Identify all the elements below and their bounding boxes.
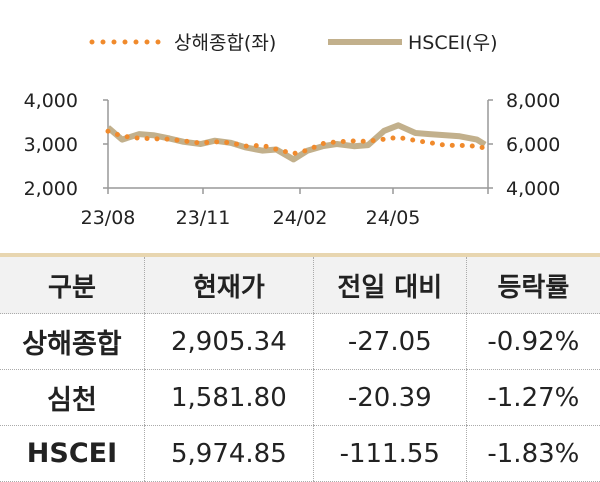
x-tick-label: 23/11 [176, 207, 231, 229]
cell-change: -27.05 [312, 313, 467, 370]
header-rate: 등락률 [465, 255, 600, 314]
legend-item-hscei: HSCEI(우) [328, 28, 498, 55]
dotted-line-swatch [89, 39, 164, 44]
hscei-line [106, 122, 487, 163]
left-tick-label: 2,000 [24, 178, 78, 200]
x-tick-label: 24/02 [273, 207, 328, 229]
solid-line-swatch [328, 38, 402, 45]
cell-rate: -0.92% [465, 313, 600, 370]
cell-change: -20.39 [312, 369, 467, 426]
left-tick-label: 3,000 [24, 134, 78, 156]
table-row: HSCEI 5,974.85 -111.55 -1.83% [0, 425, 600, 482]
x-tick-label: 23/08 [81, 207, 136, 229]
legend: 상해종합(좌) HSCEI(우) [0, 28, 600, 58]
table-row: 심천 1,581.80 -20.39 -1.27% [0, 369, 600, 426]
x-tick-label: 24/05 [366, 207, 421, 229]
table-row: 상해종합 2,905.34 -27.05 -0.92% [0, 313, 600, 370]
right-tick-label: 8,000 [506, 90, 560, 112]
header-category: 구분 [0, 255, 145, 314]
cell-price: 5,974.85 [143, 425, 314, 482]
cell-price: 1,581.80 [143, 369, 314, 426]
cell-name: 상해종합 [0, 313, 145, 370]
line-chart: 4,000 8,000 3,000 6,000 2,000 4,000 23/08 23/11… [24, 90, 561, 229]
index-table: 구분 현재가 전일 대비 등락률 상해종합 2,905.34 -27.05 -0… [0, 253, 600, 482]
cell-rate: -1.27% [465, 369, 600, 426]
legend-item-shanghai: 상해종합(좌) [88, 28, 276, 55]
cell-rate: -1.83% [465, 425, 600, 482]
header-price: 현재가 [143, 255, 314, 314]
right-tick-label: 4,000 [506, 178, 560, 200]
right-tick-label: 6,000 [506, 134, 560, 156]
table-header-row: 구분 현재가 전일 대비 등락률 [0, 255, 600, 314]
cell-change: -111.55 [312, 425, 467, 482]
header-change: 전일 대비 [312, 255, 467, 314]
cell-name: HSCEI [0, 425, 145, 482]
cell-name: 심천 [0, 369, 145, 426]
left-tick-label: 4,000 [24, 90, 78, 112]
cell-price: 2,905.34 [143, 313, 314, 370]
